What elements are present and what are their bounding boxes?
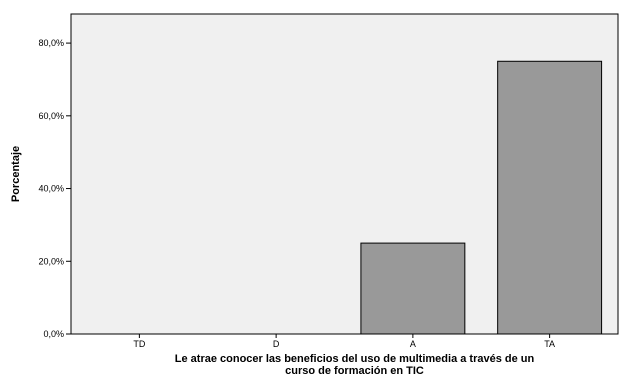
y-tick-label: 0,0%: [43, 329, 64, 339]
x-tick-label-a: A: [410, 339, 416, 349]
bars: [360, 60, 603, 335]
x-axis-label-line-1: Le atrae conocer las beneficios del uso …: [175, 353, 535, 365]
x-tick-label-ta: TA: [544, 339, 555, 349]
y-tick-label: 80,0%: [38, 38, 64, 48]
y-tick-label: 40,0%: [38, 184, 64, 194]
x-tick-label-td: TD: [133, 339, 145, 349]
y-tick-label: 60,0%: [38, 111, 64, 121]
x-tick-label-d: D: [273, 339, 280, 349]
bar-a: [360, 242, 466, 335]
x-axis-ticks: TD D A TA: [133, 334, 555, 349]
y-axis-ticks: 0,0% 20,0% 40,0% 60,0% 80,0%: [38, 38, 71, 339]
x-axis-label-line-2: curso de formación en TIC: [285, 365, 424, 377]
y-tick-label: 20,0%: [38, 256, 64, 266]
bar-ta: [497, 60, 603, 335]
y-axis-label: Porcentaje: [10, 146, 22, 202]
